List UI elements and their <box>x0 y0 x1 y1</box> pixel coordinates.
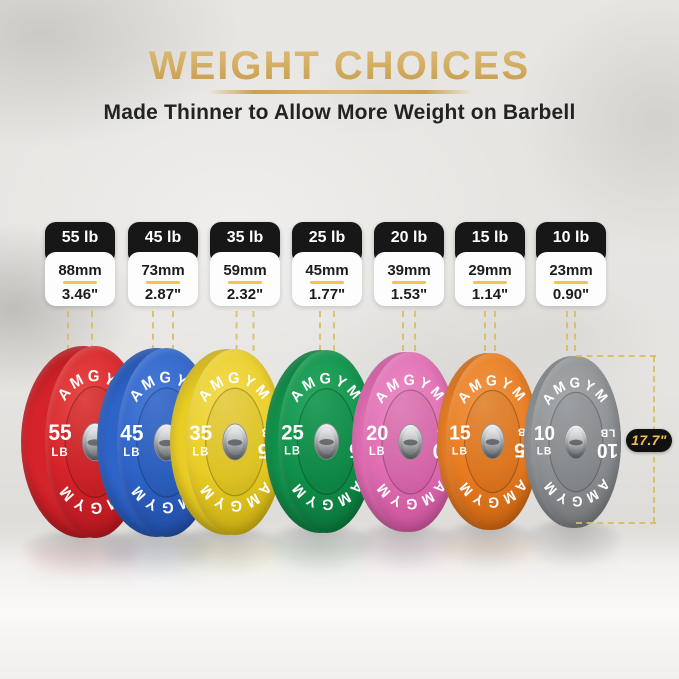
weight-number: 45 <box>120 421 143 446</box>
diameter-dash-bottom <box>576 522 656 524</box>
spec-card-25lb: 25 lb 45mm 1.77" <box>292 222 362 351</box>
thickness-card: 59mm 2.32" <box>210 252 280 306</box>
gold-divider <box>228 281 262 284</box>
diameter-badge: 17.7" <box>626 429 672 452</box>
weight-unit: LB <box>537 445 553 457</box>
plate-face: AMGYM AMGYM 20 LB 20 LB <box>363 352 458 532</box>
thickness-card: 23mm 0.90" <box>536 252 606 306</box>
weight-unit-mirrored: LB <box>600 426 616 438</box>
weight-unit: LB <box>284 446 301 458</box>
caliper-lines <box>319 311 335 351</box>
weight-unit: LB <box>192 446 209 458</box>
weight-number: 55 <box>48 419 71 445</box>
spec-card-10lb: 10 lb 23mm 0.90" <box>536 222 606 351</box>
page-subtitle: Made Thinner to Allow More Weight on Bar… <box>103 101 576 124</box>
hub-slot <box>319 438 334 446</box>
hub-slot <box>227 439 243 446</box>
gold-underline <box>207 90 472 94</box>
weight-number: 10 <box>534 423 555 446</box>
gold-divider <box>146 281 180 284</box>
caliper-lines <box>566 311 576 351</box>
weight-number-mirrored: 10 <box>597 439 618 462</box>
thickness-card: 39mm 1.53" <box>374 252 444 306</box>
thickness-mm: 39mm <box>387 262 431 279</box>
weight-number: 35 <box>189 421 212 445</box>
thickness-card: 29mm 1.14" <box>455 252 525 306</box>
gold-divider <box>310 281 344 284</box>
diameter-dash-top <box>576 355 656 357</box>
caliper-lines <box>67 311 93 351</box>
caliper-lines <box>235 311 255 351</box>
page-title: WEIGHT CHOICES <box>0 44 679 89</box>
thickness-inches: 2.87" <box>144 286 182 303</box>
thickness-inches: 1.77" <box>308 286 346 303</box>
spec-card-15lb: 15 lb 29mm 1.14" <box>455 222 525 351</box>
thickness-mm: 29mm <box>468 262 512 279</box>
thickness-mm: 59mm <box>223 262 267 279</box>
thickness-mm: 23mm <box>549 262 593 279</box>
weight-unit: LB <box>51 445 68 459</box>
thickness-mm: 88mm <box>58 262 102 279</box>
caliper-lines <box>402 311 416 351</box>
weight-unit: LB <box>452 445 468 457</box>
spec-card-55lb: 55 lb 88mm 3.46" <box>45 222 115 351</box>
weight-number: 25 <box>281 421 304 445</box>
weight-unit: LB <box>123 446 140 459</box>
gold-divider <box>63 281 97 284</box>
gold-divider <box>392 281 426 284</box>
caliper-lines <box>484 311 496 351</box>
spec-card-35lb: 35 lb 59mm 2.32" <box>210 222 280 351</box>
weight-unit: LB <box>369 446 385 458</box>
hub-slot <box>485 439 500 445</box>
gold-divider <box>473 281 507 284</box>
hub-slot <box>403 439 418 446</box>
thickness-inches: 1.53" <box>390 286 428 303</box>
thickness-inches: 0.90" <box>552 286 590 303</box>
thickness-inches: 2.32" <box>226 286 264 303</box>
gold-divider <box>554 281 588 284</box>
thickness-mm: 73mm <box>141 262 185 279</box>
thickness-inches: 1.14" <box>471 286 509 303</box>
thickness-card: 88mm 3.46" <box>45 252 115 306</box>
caliper-lines <box>152 311 174 351</box>
thickness-inches: 3.46" <box>61 286 99 303</box>
plate-gray-10lb: AMGYM AMGYM 10 LB 10 LB <box>524 356 621 528</box>
thickness-card: 73mm 2.87" <box>128 252 198 306</box>
spec-card-20lb: 20 lb 39mm 1.53" <box>374 222 444 351</box>
spec-card-45lb: 45 lb 73mm 2.87" <box>128 222 198 351</box>
plate-face: AMGYM AMGYM 10 LB 10 LB <box>531 356 621 528</box>
weight-number: 20 <box>366 422 388 446</box>
thickness-card: 45mm 1.77" <box>292 252 362 306</box>
weight-number: 15 <box>449 422 471 445</box>
hub-slot <box>569 439 583 446</box>
thickness-mm: 45mm <box>305 262 349 279</box>
